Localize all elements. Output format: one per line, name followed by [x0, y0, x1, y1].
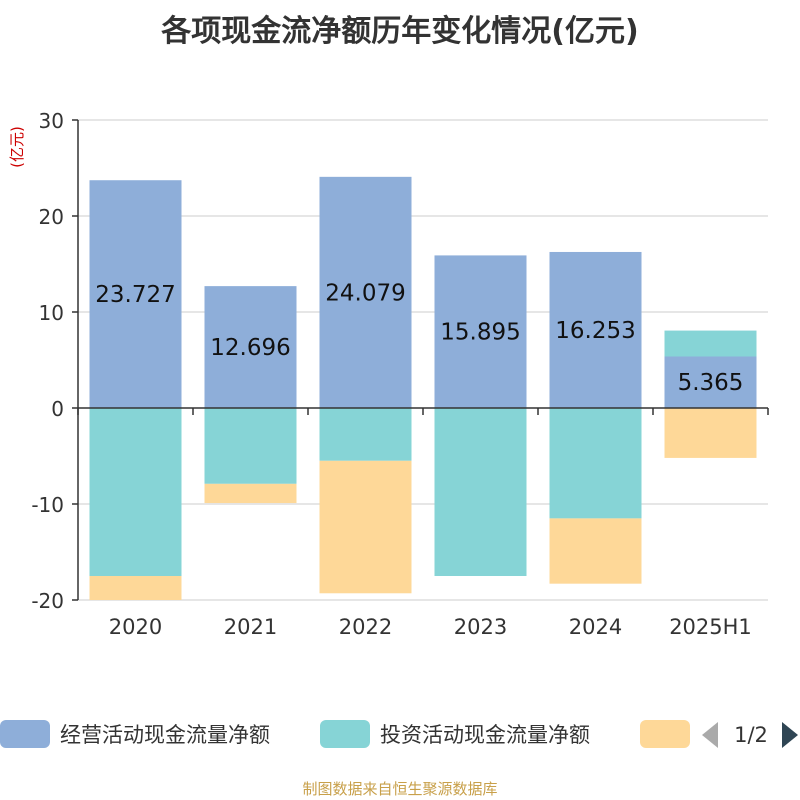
y-tick-labels: 30 20 10 0 -10 -20 [31, 109, 64, 613]
data-label: 16.253 [555, 318, 635, 344]
legend: 经营活动现金流量净额 投资活动现金流量净额 1/2 [0, 720, 798, 748]
legend-swatch [320, 720, 370, 748]
bar-2 [664, 408, 757, 458]
chart-title: 各项现金流净额历年变化情况(亿元) [161, 14, 639, 49]
bar-0 [319, 176, 412, 408]
bar-1 [549, 408, 642, 519]
y-tick-label: -10 [31, 493, 64, 517]
x-tick-labels: 2020 2021 2022 2023 2024 2025H1 [109, 615, 752, 639]
data-label: 23.727 [95, 282, 175, 308]
bars [89, 176, 757, 600]
y-tick-label: 0 [51, 397, 64, 421]
x-tick-label: 2020 [109, 615, 162, 639]
bar-2 [549, 518, 642, 584]
bar-2 [319, 460, 412, 594]
x-tick-label: 2023 [454, 615, 507, 639]
bar-0 [89, 180, 182, 408]
bar-1 [434, 408, 527, 576]
bar-1 [89, 408, 182, 576]
data-label: 5.365 [678, 370, 744, 396]
source-note: 制图数据来自恒生聚源数据库 [302, 780, 498, 798]
bar-0 [664, 356, 757, 408]
bar-2 [204, 483, 297, 504]
y-unit-label: (亿元) [8, 126, 26, 168]
bar-2 [89, 576, 182, 600]
x-tick-label: 2022 [339, 615, 392, 639]
bar-0 [204, 286, 297, 408]
legend-label: 投资活动现金流量净额 [380, 723, 590, 747]
legend-swatch [0, 720, 50, 748]
bar-0 [549, 251, 642, 408]
y-tick-label: -20 [31, 589, 64, 613]
data-label: 15.895 [440, 320, 520, 346]
x-tick-label: 2024 [569, 615, 622, 639]
legend-prev-icon [702, 722, 718, 748]
data-labels: 23.727 12.696 24.079 15.895 16.253 5.365 [95, 280, 743, 396]
axes [72, 119, 769, 601]
data-label: 24.079 [325, 280, 405, 306]
bar-0 [434, 255, 527, 408]
bar-1 [664, 330, 757, 357]
legend-page-indicator: 1/2 [734, 723, 768, 747]
legend-swatch [640, 720, 690, 748]
y-tick-label: 30 [39, 109, 64, 133]
y-tick-label: 10 [39, 301, 64, 325]
y-tick-label: 20 [39, 205, 64, 229]
bar-1 [204, 408, 297, 484]
bar-1 [319, 408, 412, 461]
data-label: 12.696 [210, 335, 290, 361]
x-tick-label: 2025H1 [669, 615, 752, 639]
x-tick-label: 2021 [224, 615, 277, 639]
legend-next-icon [782, 722, 798, 748]
legend-label: 经营活动现金流量净额 [60, 723, 270, 747]
